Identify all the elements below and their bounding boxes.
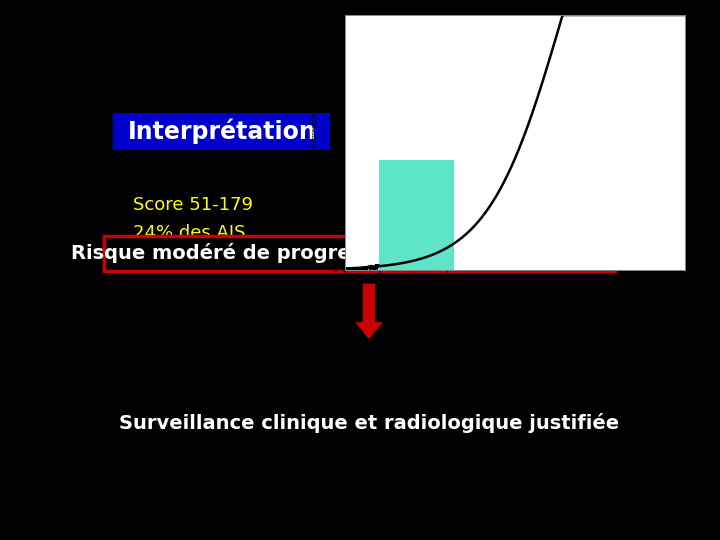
Bar	[104, 236, 616, 271]
Bar	[379, 160, 454, 270]
Text: Risque modéré de progression vers courbure sévère: Risque modéré de progression vers courbu…	[71, 244, 649, 264]
Y-axis label: Risk of Progression: Risk of Progression	[312, 110, 318, 176]
X-axis label: AIS-PT: AIS-PT	[502, 289, 528, 298]
Text: Score 51-179
24% des AIS: Score 51-179 24% des AIS	[132, 196, 253, 242]
FancyArrow shape	[356, 284, 382, 338]
Text: Surveillance clinique et radiologique justifiée: Surveillance clinique et radiologique ju…	[119, 413, 619, 433]
Text: Interprétation: Interprétation	[127, 118, 316, 144]
Bar	[113, 112, 330, 150]
